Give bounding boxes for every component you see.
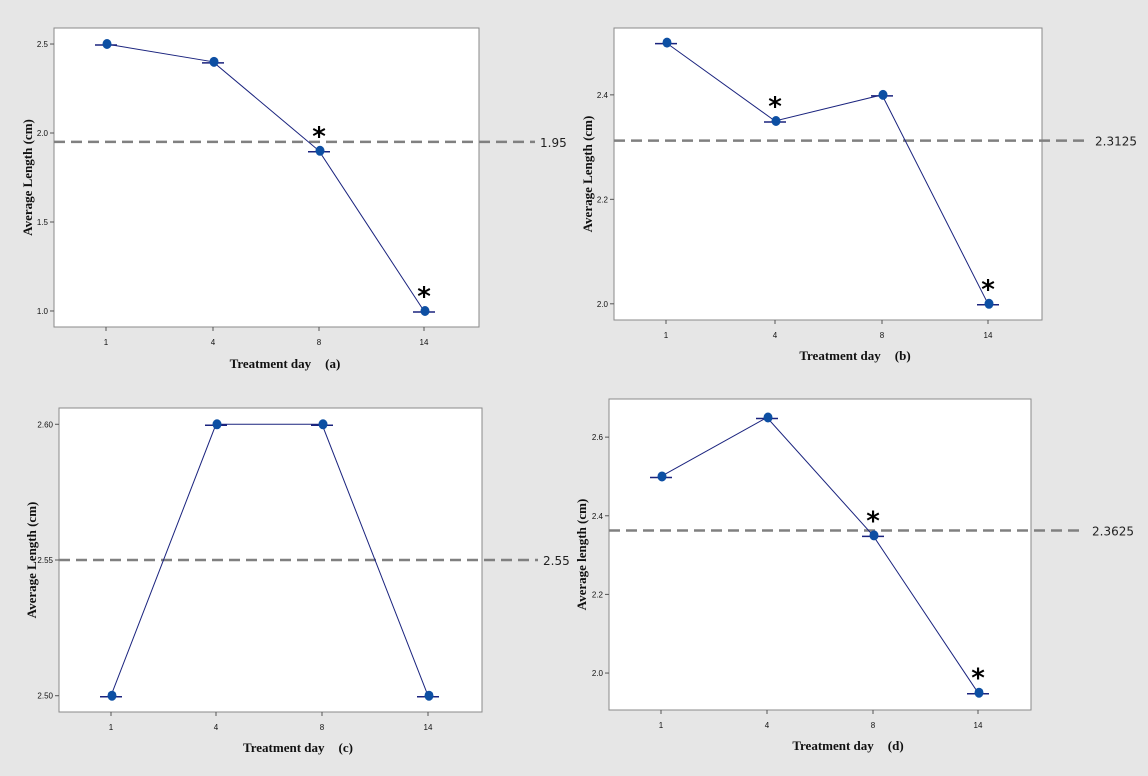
y-tick-label: 2.2 [592, 590, 604, 599]
chart-panel-d: 2.02.22.42.61 4 8 142.3625**Average length … [574, 398, 1134, 753]
panel-label: (b) [895, 348, 911, 363]
mean-label: 2.3125 [1095, 135, 1137, 149]
y-tick-label: 2.4 [592, 512, 604, 521]
plot-area [53, 27, 480, 328]
mean-label: 1.95 [540, 136, 567, 150]
series-line [665, 42, 989, 305]
significance-marker: * [417, 282, 431, 312]
data-point [657, 471, 667, 482]
x-axis-label: Treatment day (d) [792, 738, 903, 753]
y-tick-label: 1.0 [37, 307, 49, 316]
chart-panel-a: 1.01.52.02.51 4 8 141.95**Average Length (c… [20, 27, 567, 371]
x-axis-title: Treatment day [243, 740, 325, 755]
y-tick-label: 2.50 [37, 692, 53, 701]
significance-marker: * [971, 664, 985, 694]
y-tick-label: 2.60 [37, 420, 53, 429]
x-tick-label: 14 [420, 338, 429, 347]
series-line [105, 43, 425, 312]
significance-marker: * [981, 275, 995, 305]
x-axis-label: Treatment day (c) [243, 740, 353, 755]
x-tick-label: 8 [880, 331, 885, 340]
data-point [424, 690, 434, 701]
y-axis-label: Average Length (cm) [580, 116, 595, 233]
data-point [318, 419, 328, 430]
data-point [869, 530, 879, 541]
x-tick-label: 14 [424, 723, 433, 732]
data-point [771, 115, 781, 126]
series-line [660, 416, 979, 693]
significance-marker: * [768, 92, 782, 122]
significance-marker: * [866, 506, 880, 536]
y-tick-label: 2.6 [592, 433, 604, 442]
x-axis-title: Treatment day [792, 738, 874, 753]
x-tick-label: 1 [109, 723, 114, 732]
y-tick-label: 1.5 [37, 218, 49, 227]
x-tick-label: 4 [214, 723, 219, 732]
data-point [420, 305, 430, 316]
x-tick-label: 14 [984, 331, 993, 340]
data-point [315, 145, 325, 156]
data-point [209, 56, 219, 67]
series-line [110, 423, 429, 696]
mean-label: 2.3625 [1092, 525, 1134, 539]
x-tick-label: 8 [871, 721, 876, 730]
plot-area [613, 27, 1043, 321]
significance-marker: * [312, 122, 326, 152]
x-tick-label: 1 [659, 721, 664, 730]
x-tick-label: 4 [773, 331, 778, 340]
panel-label: (c) [339, 740, 353, 755]
y-tick-label: 2.2 [597, 195, 609, 204]
x-axis-title: Treatment day [230, 356, 312, 371]
y-axis-label: Average Length (cm) [20, 119, 35, 236]
panel-label: (a) [325, 356, 340, 371]
y-axis-label: Average Length (cm) [24, 502, 39, 619]
data-point [662, 37, 672, 48]
x-tick-label: 4 [765, 721, 770, 730]
data-point [984, 298, 994, 309]
x-tick-label: 14 [974, 721, 983, 730]
y-tick-label: 2.0 [37, 129, 49, 138]
plot-area [608, 398, 1032, 711]
x-tick-label: 8 [320, 723, 325, 732]
mean-label: 2.55 [543, 554, 570, 568]
x-axis-label: Treatment day (b) [799, 348, 910, 363]
y-axis-label: Average length (cm) [574, 499, 589, 611]
y-tick-label: 2.55 [37, 556, 53, 565]
data-point [878, 89, 888, 100]
x-axis-label: Treatment day (a) [230, 356, 341, 371]
y-tick-label: 2.0 [597, 300, 609, 309]
data-point [102, 39, 112, 50]
data-point [212, 419, 222, 430]
y-tick-label: 2.0 [592, 669, 604, 678]
y-tick-label: 2.4 [597, 91, 609, 100]
x-axis-title: Treatment day [799, 348, 881, 363]
data-point [763, 412, 773, 423]
y-tick-label: 2.5 [37, 40, 49, 49]
data-point [974, 687, 984, 698]
chart-panel-b: 2.02.22.41 4 8 142.3125**Average Length (cm… [580, 27, 1137, 363]
panel-label: (d) [888, 738, 904, 753]
x-tick-label: 1 [664, 331, 669, 340]
x-tick-label: 4 [211, 338, 216, 347]
x-tick-label: 8 [317, 338, 322, 347]
data-point [107, 690, 117, 701]
x-tick-label: 1 [104, 338, 109, 347]
